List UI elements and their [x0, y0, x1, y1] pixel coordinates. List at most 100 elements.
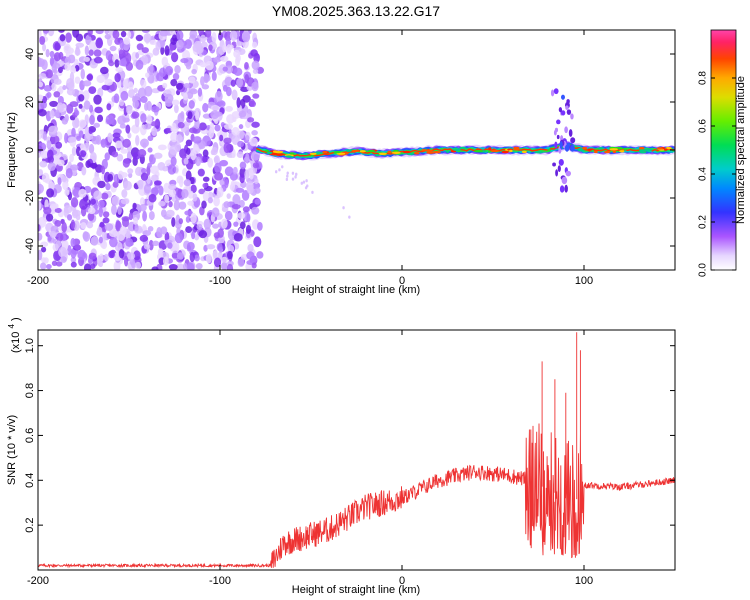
ridge-scatter	[285, 177, 289, 181]
noise-blob	[38, 145, 43, 153]
noise-blob	[187, 190, 194, 199]
noise-blob	[134, 116, 140, 128]
noise-blob	[43, 84, 52, 92]
noise-blob	[182, 262, 188, 270]
noise-blob	[47, 162, 56, 171]
ridge-scatter	[564, 184, 568, 193]
noise-blob	[38, 130, 42, 140]
noise-blob	[232, 194, 241, 205]
noise-blob	[131, 261, 136, 269]
noise-blob	[151, 127, 158, 137]
snr-ytick-label: 0.8	[24, 383, 36, 398]
noise-blob	[104, 30, 110, 35]
ridge-scatter	[305, 179, 308, 183]
noise-blob	[241, 31, 251, 43]
noise-blob	[216, 186, 224, 198]
ridge-blob	[609, 148, 618, 151]
colorbar-gradient	[710, 29, 737, 271]
noise-blob	[93, 190, 102, 201]
noise-blob	[54, 109, 60, 118]
noise-blob	[198, 188, 206, 195]
noise-blob	[144, 102, 149, 111]
noise-blob	[176, 30, 184, 41]
snr-ytick-label: 0.2	[24, 517, 36, 532]
noise-blob	[95, 30, 104, 35]
noise-blob	[188, 76, 196, 84]
noise-blob	[169, 45, 175, 51]
noise-blob	[231, 204, 241, 210]
ridge-scatter	[348, 215, 351, 219]
noise-blob	[184, 210, 193, 216]
noise-blob	[185, 139, 193, 147]
noise-blob	[59, 34, 66, 42]
ridge-scatter	[570, 137, 576, 144]
noise-blob	[231, 148, 236, 159]
noise-blob	[210, 105, 220, 111]
ridge-blob	[521, 150, 527, 154]
noise-blob	[226, 250, 233, 260]
noise-blob	[62, 180, 69, 191]
noise-blob	[175, 82, 184, 90]
noise-blob	[251, 130, 258, 136]
noise-blob	[123, 255, 129, 267]
noise-blob	[136, 43, 144, 51]
noise-blob	[144, 123, 152, 130]
noise-blob	[40, 150, 49, 159]
noise-blob	[46, 188, 55, 198]
noise-blob	[239, 161, 247, 170]
noise-blob	[125, 237, 134, 247]
ridge-scatter	[274, 170, 278, 174]
noise-blob	[164, 194, 170, 203]
ridge-blob	[619, 150, 625, 153]
noise-blob	[58, 85, 64, 95]
ridge-blob	[367, 149, 376, 153]
noise-blob	[197, 168, 205, 177]
noise-blob	[45, 69, 54, 79]
noise-blob	[229, 30, 238, 42]
noise-blob	[63, 205, 73, 214]
spectrogram-xtick-label: -200	[27, 275, 49, 287]
noise-blob	[54, 219, 62, 227]
ridge-blob	[513, 146, 518, 150]
noise-blob	[251, 81, 259, 92]
noise-blob	[232, 166, 238, 175]
noise-blob	[127, 31, 132, 39]
noise-blob	[55, 232, 64, 242]
noise-blob	[116, 230, 126, 242]
noise-blob	[235, 56, 240, 67]
noise-blob	[57, 177, 62, 186]
noise-blob	[196, 40, 202, 50]
noise-blob	[158, 185, 164, 196]
noise-blob	[70, 237, 76, 248]
noise-blob	[44, 199, 49, 209]
noise-blob	[87, 30, 93, 37]
noise-blob	[157, 248, 164, 256]
noise-blob	[164, 231, 170, 243]
noise-blob	[196, 223, 203, 230]
colorbar-tick-label: 0.8	[698, 71, 709, 85]
noise-blob	[167, 188, 177, 198]
noise-blob	[53, 203, 59, 209]
noise-blob	[153, 152, 163, 159]
noise-blob	[38, 249, 43, 261]
svg-text:(x10 4 ): (x10 4 )	[5, 317, 22, 353]
noise-blob	[101, 84, 111, 91]
noise-blob	[97, 180, 106, 189]
noise-blob	[70, 219, 76, 230]
noise-blob	[55, 141, 63, 149]
noise-blob	[78, 94, 85, 102]
noise-blob	[185, 216, 191, 223]
noise-blob	[80, 150, 87, 158]
noise-blob	[199, 206, 205, 216]
ridge-scatter	[302, 180, 306, 184]
noise-blob	[45, 48, 50, 58]
noise-blob	[214, 162, 222, 174]
ridge-scatter	[559, 185, 565, 193]
noise-blob	[137, 148, 147, 158]
noise-blob	[224, 123, 233, 130]
noise-blob	[251, 206, 260, 215]
noise-blob	[65, 168, 73, 179]
noise-blob	[133, 250, 141, 261]
noise-blob	[38, 224, 41, 232]
ridge-blob	[656, 147, 663, 150]
